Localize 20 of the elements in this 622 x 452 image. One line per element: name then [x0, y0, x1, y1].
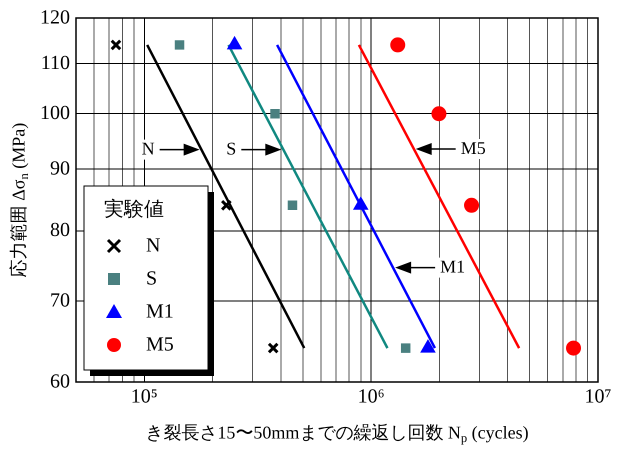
y-tick-label: 60 [50, 370, 70, 392]
annotation: N [142, 138, 155, 158]
annotation: S [226, 138, 236, 158]
legend-title: 実験値 [104, 197, 164, 220]
annotation: M5 [460, 138, 486, 158]
annotation: M1 [440, 256, 466, 276]
legend-label: N [146, 234, 160, 256]
y-tick-label: 100 [40, 102, 70, 124]
x-tick-label: 10⁷ [584, 385, 612, 408]
y-tick-label: 80 [50, 219, 70, 242]
y-tick-label: 90 [50, 157, 70, 180]
y-tick-label: 110 [40, 52, 70, 74]
legend-label: M5 [146, 333, 174, 356]
legend-label: S [146, 267, 158, 290]
x-tick-label: 10⁶ [358, 385, 385, 408]
y-tick-label: 70 [50, 289, 70, 312]
legend-label: M1 [146, 300, 174, 322]
x-tick-label: 10⁵ [130, 385, 158, 408]
y-axis-title: 応力範囲 Δσn (MPa) [8, 122, 31, 278]
y-tick-label: 120 [40, 6, 70, 28]
